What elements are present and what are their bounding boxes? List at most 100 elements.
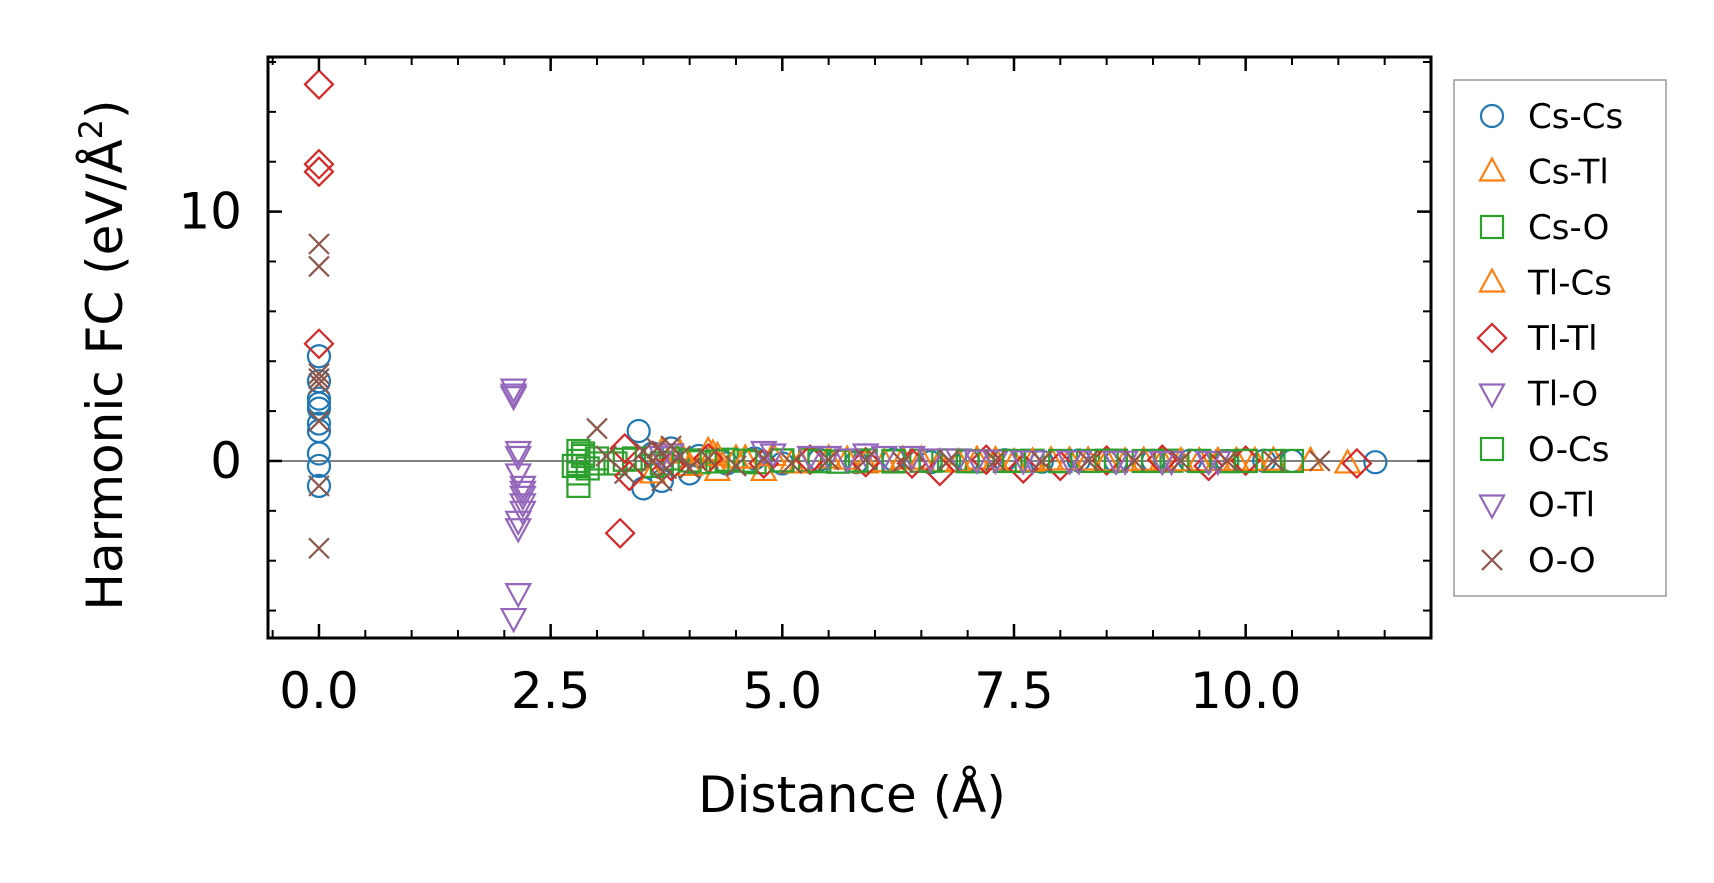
data-point: [613, 460, 645, 492]
series-o-o: [308, 233, 1331, 560]
data-point: [638, 458, 667, 484]
data-point: [308, 372, 330, 395]
legend-label: Tl-O: [1527, 375, 1598, 415]
data-point: [892, 451, 914, 473]
legend-marker: [1479, 103, 1505, 129]
data-point: [508, 485, 537, 512]
data-point: [504, 445, 533, 472]
data-point: [753, 447, 775, 470]
legend-label: Cs-Tl: [1528, 153, 1609, 193]
data-point: [1140, 448, 1166, 474]
x-tick-label: 0.0: [279, 662, 359, 720]
legend-marker: [1478, 267, 1506, 293]
data-point: [1187, 448, 1212, 474]
data-point: [604, 517, 636, 549]
legend-label: Tl-Tl: [1527, 319, 1598, 359]
data-point: [621, 446, 647, 471]
legend-item: Cs-O: [1479, 208, 1609, 248]
legend-item: Tl-Tl: [1476, 319, 1598, 359]
data-point: [566, 473, 591, 498]
data-point: [308, 367, 330, 390]
data-point: [981, 444, 1010, 471]
data-point: [613, 462, 636, 485]
data-point: [308, 255, 330, 278]
data-point: [306, 453, 332, 479]
legend-label: O-Tl: [1528, 486, 1595, 526]
data-point: [916, 448, 945, 474]
data-point: [733, 448, 758, 473]
x-tick-label: 5.0: [743, 662, 823, 720]
data-point: [870, 445, 899, 472]
data-point: [1094, 448, 1119, 473]
legend-label: Tl-Cs: [1527, 264, 1612, 304]
data-point: [669, 445, 692, 467]
legend-marker: [1478, 494, 1506, 520]
data-point: [1279, 448, 1305, 474]
data-point: [303, 148, 335, 180]
legend: Cs-Cs Cs-Tl Cs-O Tl-Cs Tl-Tl Tl-O O-Cs O-Tl O-O: [1453, 79, 1667, 597]
data-point: [1309, 450, 1331, 472]
data-point: [306, 441, 332, 466]
data-point: [508, 493, 537, 519]
legend-item: Tl-Cs: [1478, 264, 1612, 304]
data-point: [731, 443, 760, 469]
data-point: [1170, 450, 1192, 472]
data-point: [749, 455, 778, 482]
plot-area: [268, 68, 1431, 634]
data-point: [1241, 445, 1269, 472]
data-point: [595, 445, 618, 467]
data-point: [646, 437, 668, 460]
data-point: [1216, 450, 1238, 472]
data-point: [1148, 450, 1177, 477]
legend-item: Cs-Cs: [1479, 97, 1623, 137]
data-point: [504, 510, 533, 537]
data-point: [508, 480, 537, 507]
data-point: [504, 583, 533, 609]
data-point: [981, 449, 1010, 476]
y-tick-label: 10: [178, 183, 242, 241]
plot-frame: [266, 55, 1433, 640]
data-point: [970, 444, 1002, 476]
data-point: [308, 233, 330, 255]
data-point: [854, 448, 877, 471]
data-point: [814, 445, 843, 472]
data-point: [626, 418, 651, 444]
legend-item: O-O: [1481, 541, 1596, 581]
legend-label: Cs-Cs: [1528, 97, 1623, 137]
y-axis-title: Harmonic FC (eV/Å2): [72, 99, 134, 610]
y-axis-title-superscript: 2: [72, 119, 110, 139]
data-point: [677, 448, 702, 473]
data-point: [1262, 450, 1285, 472]
data-point: [1102, 450, 1130, 477]
legend-marker: [1478, 383, 1506, 409]
data-point: [308, 537, 330, 560]
series-tl-tl: [303, 68, 1373, 549]
legend-marker: [1479, 436, 1505, 462]
legend-item: O-Tl: [1478, 486, 1595, 526]
data-point: [655, 450, 687, 482]
data-point: [499, 386, 528, 412]
data-point: [586, 417, 608, 440]
x-tick-label: 7.5: [974, 662, 1054, 720]
data-point: [1092, 446, 1121, 472]
data-point: [306, 344, 332, 369]
y-axis-title-main: Harmonic FC (eV/Å: [76, 139, 134, 610]
data-point: [308, 362, 330, 385]
data-point: [308, 410, 330, 432]
data-point: [833, 444, 862, 470]
data-point: [1077, 449, 1099, 472]
data-point: [1363, 450, 1388, 475]
data-point: [308, 475, 330, 497]
data-point: [1193, 450, 1225, 482]
data-point: [303, 68, 335, 100]
data-point: [1031, 450, 1053, 473]
data-point: [1333, 448, 1362, 474]
data-point: [748, 447, 780, 480]
legend-item: O-Cs: [1479, 430, 1609, 470]
data-point: [817, 448, 840, 471]
legend-marker: [1476, 322, 1508, 354]
axes: 0.0 2.5 5.0 7.5 10.0 0 10: [178, 55, 1433, 720]
data-point: [1148, 445, 1177, 471]
data-point: [1230, 445, 1262, 477]
